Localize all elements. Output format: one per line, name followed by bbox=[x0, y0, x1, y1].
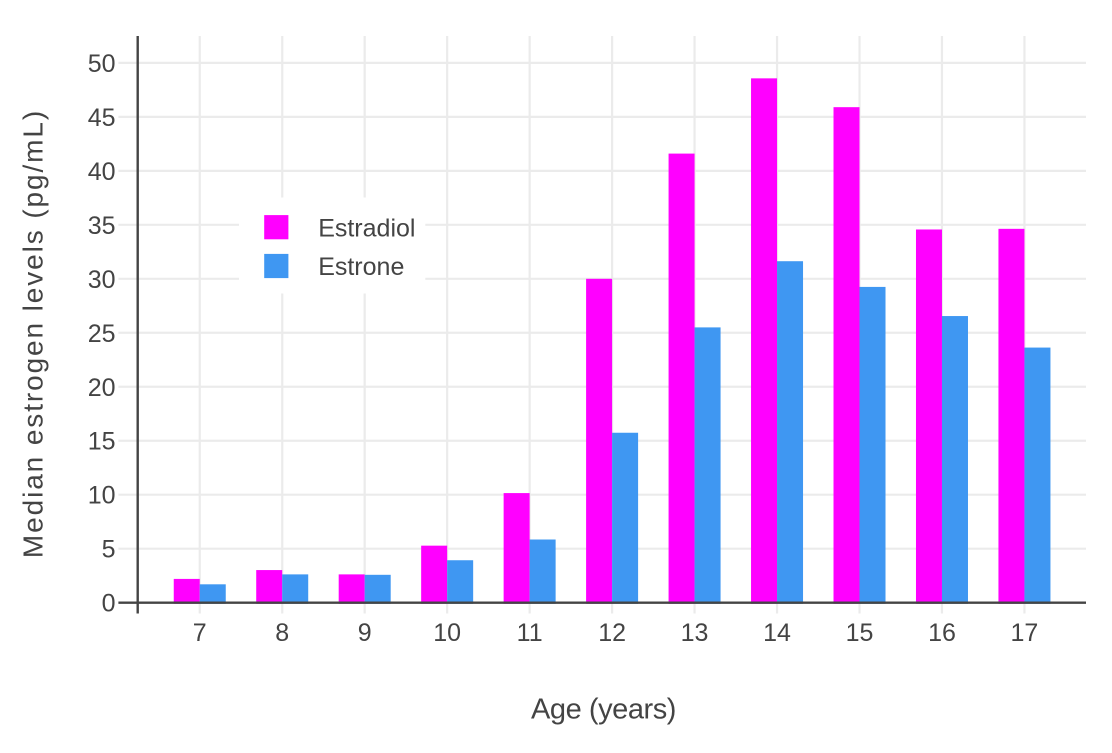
svg-text:35: 35 bbox=[88, 212, 116, 240]
svg-text:10: 10 bbox=[433, 619, 461, 647]
svg-text:15: 15 bbox=[88, 428, 116, 456]
svg-text:45: 45 bbox=[88, 104, 116, 132]
svg-text:14: 14 bbox=[763, 619, 791, 647]
svg-text:0: 0 bbox=[102, 590, 116, 618]
svg-text:30: 30 bbox=[88, 266, 116, 294]
svg-text:8: 8 bbox=[275, 619, 289, 647]
svg-text:11: 11 bbox=[517, 619, 543, 647]
svg-text:9: 9 bbox=[358, 619, 372, 647]
svg-text:15: 15 bbox=[846, 619, 874, 647]
svg-text:50: 50 bbox=[88, 50, 116, 78]
svg-text:40: 40 bbox=[88, 158, 116, 186]
svg-text:17: 17 bbox=[1011, 619, 1039, 647]
svg-text:Age (years): Age (years) bbox=[531, 694, 676, 726]
svg-text:5: 5 bbox=[102, 536, 116, 564]
svg-text:13: 13 bbox=[681, 619, 709, 647]
svg-text:Estrone: Estrone bbox=[318, 253, 404, 281]
svg-text:7: 7 bbox=[193, 619, 207, 647]
svg-text:12: 12 bbox=[598, 619, 626, 647]
svg-text:Estradiol: Estradiol bbox=[318, 215, 415, 243]
svg-text:16: 16 bbox=[928, 619, 956, 647]
svg-text:25: 25 bbox=[88, 320, 116, 348]
svg-text:10: 10 bbox=[88, 482, 116, 510]
svg-text:20: 20 bbox=[88, 374, 116, 402]
svg-text:Median estrogen levels (pg/mL): Median estrogen levels (pg/mL) bbox=[17, 109, 48, 558]
